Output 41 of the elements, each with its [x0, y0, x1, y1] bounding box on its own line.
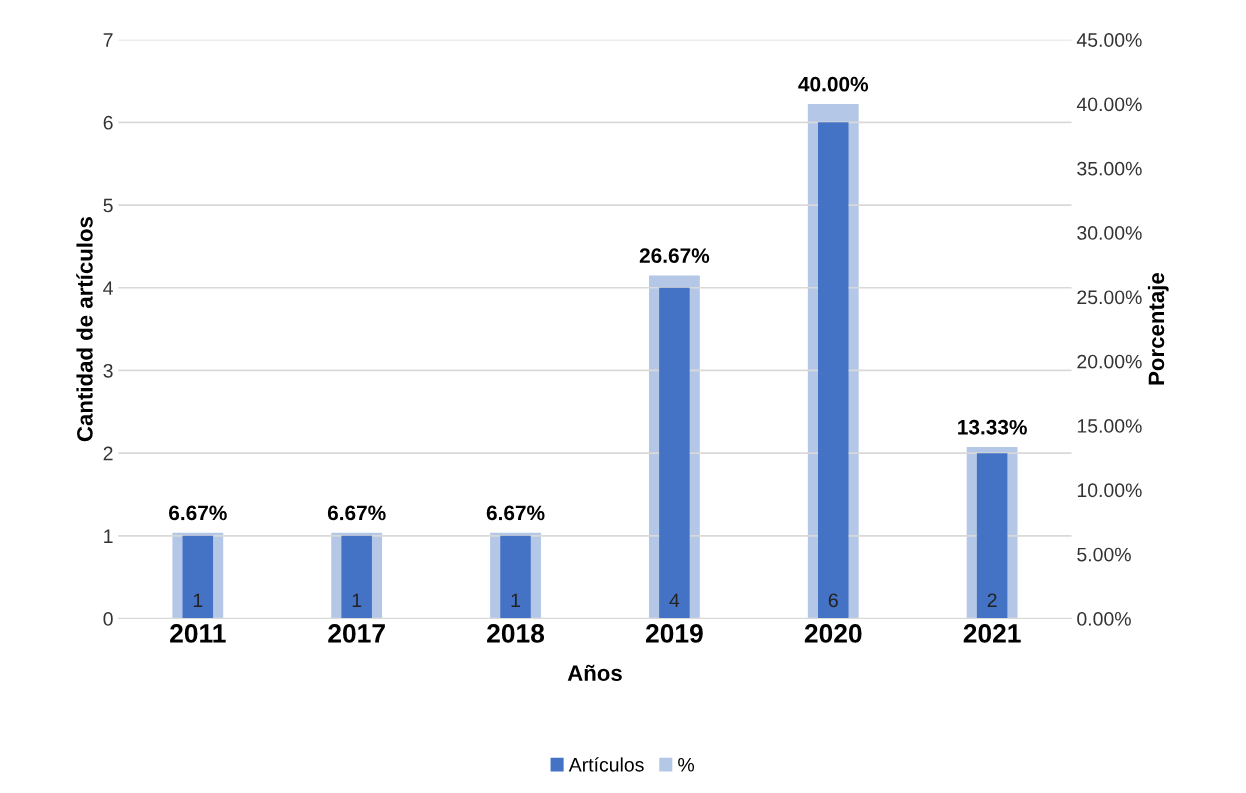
x-tick-label: 2018 — [487, 624, 545, 643]
data-label: 1 — [352, 593, 362, 608]
x-tick-label: 2021 — [963, 624, 1021, 643]
data-label: 6.67% — [486, 505, 545, 521]
y-tick-label: 0 — [103, 612, 113, 626]
y-tick-label: 6 — [103, 115, 113, 130]
data-label: 6.67% — [327, 505, 386, 521]
y2-tick-label: 15.00% — [1077, 419, 1142, 433]
y2-tick-label: 25.00% — [1077, 290, 1142, 305]
y-axis-title: Cantidad de artículos — [76, 217, 93, 442]
y2-tick-label: 45.00% — [1076, 33, 1142, 47]
y-tick-label: 5 — [103, 198, 113, 213]
data-label: 1 — [193, 593, 203, 608]
y-tick-label: 4 — [103, 281, 113, 295]
x-tick-label: 2011 — [170, 624, 226, 643]
y2-tick-label: 30.00% — [1077, 226, 1142, 240]
legend-label: % — [678, 757, 695, 772]
data-label: 40.00% — [798, 76, 869, 92]
y2-tick-label: 40.00% — [1076, 97, 1142, 112]
y-tick-label: 2 — [103, 446, 113, 461]
y-tick-label: 7 — [103, 33, 113, 47]
x-tick-label: 2020 — [804, 624, 862, 643]
data-label: 26.67% — [639, 248, 710, 263]
y2-tick-label: 35.00% — [1077, 161, 1142, 176]
y2-tick-label: 10.00% — [1077, 483, 1142, 498]
x-axis-title: Años — [567, 664, 622, 681]
y-tick-label: 3 — [103, 363, 113, 378]
data-label: 2 — [987, 593, 997, 608]
y2-tick-label: 0.00% — [1077, 612, 1131, 626]
data-label: 13.33% — [958, 419, 1027, 435]
data-label: 6 — [828, 593, 838, 608]
y2-tick-label: 5.00% — [1077, 547, 1131, 562]
y2-tick-label: 20.00% — [1077, 354, 1142, 369]
x-tick-label: 2019 — [645, 624, 703, 643]
data-label: 6.67% — [169, 505, 227, 521]
y-tick-label: 1 — [104, 529, 113, 543]
legend-label: Artículos — [568, 757, 644, 772]
data-label: 1 — [511, 593, 520, 608]
y2-axis-title: Porcentaje — [1147, 273, 1169, 385]
x-tick-label: 2017 — [328, 624, 385, 643]
data-label: 4 — [669, 593, 680, 608]
